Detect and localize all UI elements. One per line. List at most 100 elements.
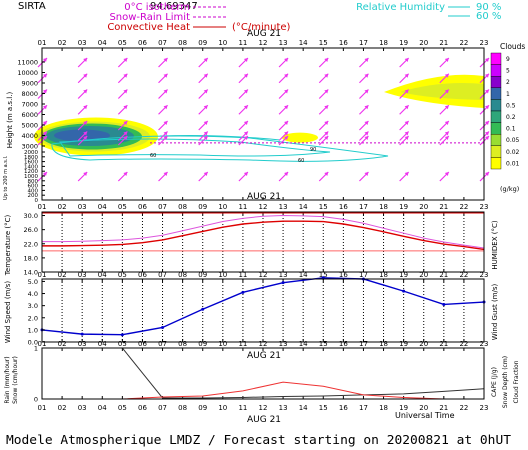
wind-arrowhead bbox=[163, 89, 168, 94]
temperature-panel: AUG 21 01 02 03 04 05 06 07 08 09 10 11 12 13 14 15 16 17… bbox=[4, 192, 499, 277]
wind-arrowhead bbox=[364, 136, 369, 140]
hour-tick-label: 08 bbox=[178, 340, 187, 348]
hour-tick-label: 13 bbox=[279, 203, 288, 211]
wind-arrowhead bbox=[123, 105, 128, 110]
wind-arrowhead bbox=[163, 58, 168, 62]
wind-arrowhead bbox=[364, 73, 369, 78]
hour-tick-label: 18 bbox=[379, 340, 388, 348]
legend-convective-unit: (°C/minute) bbox=[232, 22, 291, 33]
clouds-colorbar: Clouds 9 5 2 1 0.5 0.2 0.1 0.05 0.02 0.01 (g/kg) bbox=[490, 42, 525, 193]
height-tick-label: 600 bbox=[28, 184, 39, 190]
height-tick-label: 8000 bbox=[21, 90, 38, 98]
wind-speed-point bbox=[241, 290, 245, 294]
wind-arrowhead bbox=[83, 73, 88, 78]
height-tick-label: 3000 bbox=[21, 143, 38, 151]
wind-arrowhead bbox=[163, 105, 168, 110]
hour-tick-label: 08 bbox=[178, 203, 187, 211]
legend-rh-label: Relative Humidity bbox=[356, 2, 445, 13]
wind-arrowhead bbox=[284, 136, 289, 140]
panel-frame bbox=[41, 211, 485, 273]
hour-tick-label: 11 bbox=[238, 271, 247, 279]
bottom-hour-label: 14 bbox=[299, 404, 308, 412]
hour-tick-label: 04 bbox=[98, 203, 107, 211]
humidex-axis-label: HUMIDEX (°C) bbox=[491, 220, 499, 269]
wind-arrowhead bbox=[485, 172, 489, 176]
wind-speed-point bbox=[442, 302, 446, 306]
bottom-hour-label: 09 bbox=[198, 404, 207, 412]
height-axis-note: Up to 200 m a.s.l. bbox=[3, 155, 9, 200]
hour-tick-label: 23 bbox=[480, 203, 489, 211]
hour-tick-label: 16 bbox=[339, 203, 348, 211]
bottom-hour-label: 20 bbox=[419, 404, 428, 412]
hour-tick-label: 21 bbox=[439, 39, 448, 47]
humidex-line bbox=[42, 215, 485, 249]
hour-tick-label: 23 bbox=[480, 340, 489, 348]
panel-frame bbox=[41, 47, 485, 201]
hour-tick-label: 12 bbox=[259, 340, 268, 348]
height-tick-label: 4000 bbox=[21, 132, 38, 140]
wind-arrowhead bbox=[123, 89, 128, 94]
wind-arrowhead bbox=[43, 105, 47, 110]
wind-arrowhead bbox=[324, 136, 329, 140]
temperature-tick-label: 30.0 bbox=[24, 212, 38, 220]
bottom-hour-label: 02 bbox=[58, 404, 67, 412]
wind-arrowhead bbox=[324, 89, 329, 94]
hour-tick-label: 11 bbox=[238, 340, 247, 348]
wind-arrowhead bbox=[203, 136, 208, 140]
hour-tick-label: 16 bbox=[339, 340, 348, 348]
wind-arrowhead bbox=[404, 131, 409, 136]
height-tick-label: 9000 bbox=[21, 80, 38, 88]
temperature-tick-label: 18.0 bbox=[24, 254, 38, 262]
bottom-hour-label: 15 bbox=[319, 404, 328, 412]
wind-speed-point bbox=[80, 332, 84, 336]
wind-arrowhead bbox=[284, 131, 289, 136]
footer-text: Modele Atmospherique LMDZ / Forecast sta… bbox=[6, 432, 511, 447]
hour-tick-label: 02 bbox=[58, 39, 67, 47]
wind-arrowhead bbox=[444, 121, 449, 125]
wind-arrowhead bbox=[43, 73, 47, 78]
hour-tick-label: 13 bbox=[279, 271, 288, 279]
cloud-layer-high-core bbox=[400, 83, 484, 100]
colorbar-level-label: 0.5 bbox=[506, 102, 516, 109]
precip-tick-label: 1 bbox=[34, 345, 38, 353]
hour-tick-label: 08 bbox=[178, 271, 187, 279]
wind-arrowhead bbox=[123, 58, 128, 62]
wind-arrowhead bbox=[404, 121, 409, 125]
rh-contour-90 bbox=[59, 138, 331, 157]
wind-arrowhead bbox=[404, 89, 409, 94]
wind-arrowhead bbox=[444, 73, 449, 78]
temperature-line bbox=[42, 220, 485, 251]
temperature-tick-label: 22.0 bbox=[24, 240, 38, 248]
wind-arrowhead bbox=[284, 73, 289, 78]
wind-arrowhead bbox=[43, 121, 47, 125]
hour-tick-label: 22 bbox=[459, 203, 468, 211]
hour-tick-label: 08 bbox=[178, 39, 187, 47]
colorbar-title: Clouds bbox=[500, 42, 525, 51]
wind-arrowhead bbox=[123, 131, 128, 136]
bottom-hour-label: 05 bbox=[118, 404, 127, 412]
rh-contour-upper bbox=[159, 135, 281, 141]
wind-speed-point bbox=[161, 325, 165, 329]
hour-tick-label: 22 bbox=[459, 271, 468, 279]
bottom-hour-label: 17 bbox=[359, 404, 368, 412]
bottom-hour-label: 12 bbox=[259, 404, 268, 412]
wind-arrowhead bbox=[324, 131, 329, 136]
bottom-hour-label: 23 bbox=[480, 404, 489, 412]
hour-tick-label: 19 bbox=[399, 340, 408, 348]
hour-tick-label: 05 bbox=[118, 271, 127, 279]
bottom-hour-label: 11 bbox=[238, 404, 247, 412]
colorbar-swatch bbox=[490, 87, 502, 100]
wind-arrowhead bbox=[404, 136, 409, 140]
wind-arrowhead bbox=[324, 172, 329, 176]
temperature-axis-label: Temperature (°C) bbox=[4, 215, 12, 277]
wind-arrowhead bbox=[485, 58, 489, 62]
colorbar-level-label: 5 bbox=[506, 68, 510, 75]
wind-arrowhead bbox=[243, 136, 248, 140]
hour-tick-label: 20 bbox=[419, 271, 428, 279]
hour-tick-label: 07 bbox=[158, 39, 167, 47]
wind-arrowhead bbox=[163, 121, 168, 125]
hour-tick-label: 13 bbox=[279, 39, 288, 47]
colorbar-swatch bbox=[490, 110, 502, 123]
